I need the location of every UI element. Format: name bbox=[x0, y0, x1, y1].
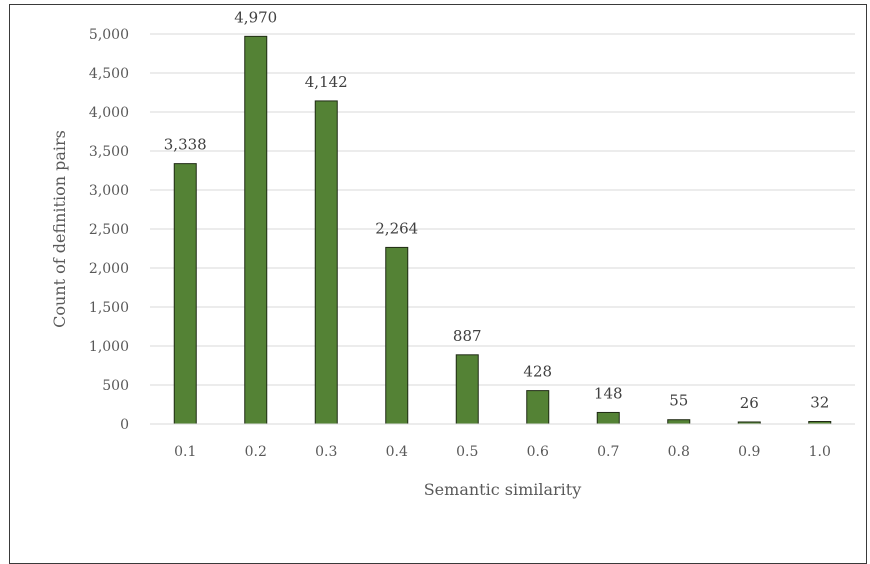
bar-chart: 0 500 1,000 1,500 2,000 2,500 3,000 3,500 4,000 4… bbox=[50, 8, 855, 499]
gridlines bbox=[150, 33, 855, 386]
data-label: 55 bbox=[669, 392, 688, 410]
y-tick-label: 3,500 bbox=[89, 144, 129, 160]
data-label: 32 bbox=[810, 394, 829, 412]
x-tick-label: 0.5 bbox=[456, 444, 478, 460]
bar-0.4 bbox=[385, 246, 409, 425]
data-label: 3,338 bbox=[164, 136, 207, 154]
data-label: 2,264 bbox=[375, 219, 418, 237]
bar-0.6 bbox=[526, 390, 550, 425]
bar-0.5 bbox=[455, 354, 479, 425]
y-axis-ticks: 0 500 1,000 1,500 2,000 2,500 3,000 3,500 4,000 4… bbox=[89, 27, 129, 433]
x-tick-label: 0.1 bbox=[174, 444, 196, 460]
x-tick-label: 0.9 bbox=[738, 444, 760, 460]
bar-0.8 bbox=[667, 419, 691, 425]
y-tick-label: 500 bbox=[102, 378, 129, 394]
bar-0.2 bbox=[244, 35, 268, 425]
x-tick-label: 0.3 bbox=[315, 444, 337, 460]
x-tick-label: 0.8 bbox=[668, 444, 690, 460]
data-label: 4,142 bbox=[305, 73, 348, 91]
bar-0.3 bbox=[314, 100, 338, 425]
x-axis-ticks: 0.1 0.2 0.3 0.4 0.5 0.6 0.7 0.8 0.9 1.0 bbox=[174, 444, 831, 460]
x-tick-label: 0.6 bbox=[527, 444, 549, 460]
x-tick-label: 0.2 bbox=[245, 444, 267, 460]
data-label: 887 bbox=[453, 327, 482, 345]
bar-0.7 bbox=[596, 411, 620, 425]
y-tick-label: 2,000 bbox=[89, 261, 129, 277]
y-tick-label: 2,500 bbox=[89, 222, 129, 238]
data-label: 4,970 bbox=[234, 8, 277, 26]
x-tick-label: 0.4 bbox=[386, 444, 408, 460]
y-tick-label: 4,000 bbox=[89, 105, 129, 121]
x-axis-title: Semantic similarity bbox=[424, 480, 582, 499]
x-tick-label: 0.7 bbox=[597, 444, 619, 460]
y-tick-label: 5,000 bbox=[89, 27, 129, 43]
bar-0.1 bbox=[173, 163, 197, 425]
x-tick-label: 1.0 bbox=[809, 444, 831, 460]
data-label: 26 bbox=[740, 394, 759, 412]
y-tick-label: 1,000 bbox=[89, 339, 129, 355]
data-label: 148 bbox=[594, 384, 623, 402]
y-tick-label: 0 bbox=[120, 417, 129, 433]
y-axis-title: Count of definition pairs bbox=[50, 130, 69, 328]
y-tick-label: 1,500 bbox=[89, 300, 129, 316]
data-label: 428 bbox=[523, 363, 552, 381]
y-tick-label: 4,500 bbox=[89, 66, 129, 82]
chart-frame bbox=[9, 4, 867, 564]
data-labels: 3,338 4,970 4,142 2,264 887 428 148 55 26 32 bbox=[164, 8, 830, 412]
y-tick-label: 3,000 bbox=[89, 183, 129, 199]
bars bbox=[173, 35, 832, 425]
